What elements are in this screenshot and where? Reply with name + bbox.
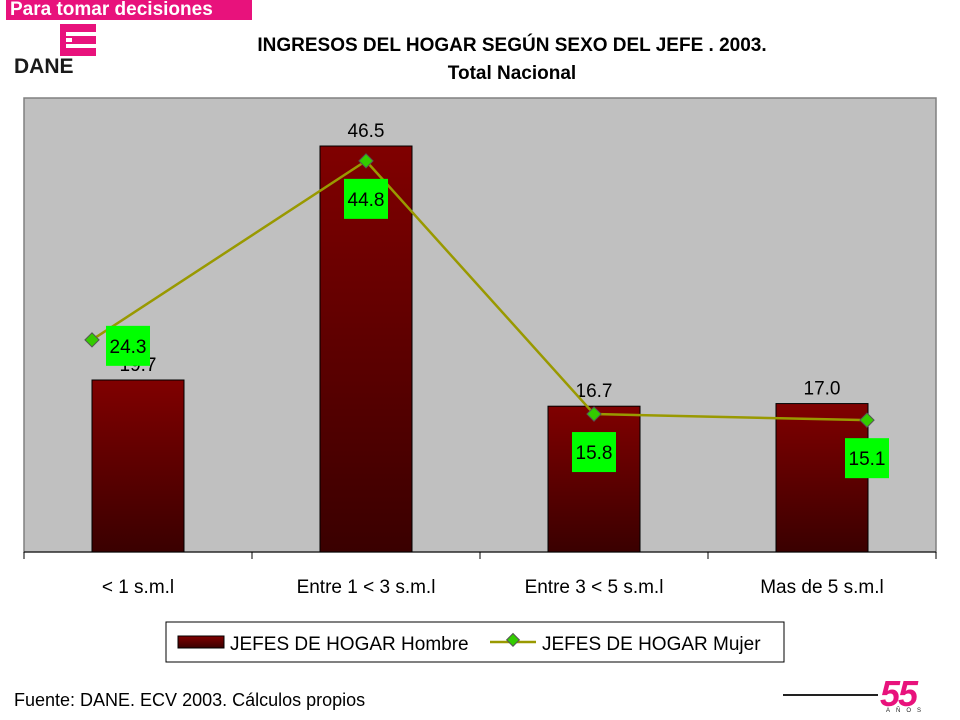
logo-text: DANE — [14, 55, 74, 78]
line-data-label: 15.8 — [576, 443, 613, 464]
bar-hombre — [91, 379, 185, 553]
line-label-bg — [845, 438, 889, 479]
line-label-bg — [344, 178, 388, 219]
source-note: Fuente: DANE. ECV 2003. Cálculos propios — [14, 690, 366, 710]
legend-swatch-mujer-marker — [505, 632, 521, 647]
line-label-bg — [572, 432, 616, 473]
bar-data-label: 17.0 — [804, 379, 841, 400]
line-data-label: 24.3 — [110, 337, 147, 358]
bar-data-label: 16.7 — [576, 381, 613, 402]
tagline-banner: Para tomar decisiones — [6, 0, 252, 20]
marker-mujer — [358, 153, 374, 169]
x-tick-label: Entre 3 < 5 s.m.l — [525, 577, 664, 598]
chart-title-line1: INGRESOS DEL HOGAR SEGÚN SEXO DEL JEFE .… — [257, 35, 767, 56]
x-tick-label: Mas de 5 s.m.l — [760, 577, 884, 598]
anniversary-label: AÑOS — [886, 708, 928, 714]
anniversary-number: 55 — [880, 673, 918, 714]
bar-data-label: 46.5 — [348, 121, 385, 142]
legend-box — [165, 621, 785, 663]
line-data-label: 15.1 — [849, 449, 886, 470]
legend: JEFES DE HOGAR Hombre JEFES DE HOGAR Muj… — [165, 621, 785, 663]
anniversary-rule — [783, 694, 878, 696]
line-mujer — [91, 159, 868, 422]
line-data-label: 44.8 — [348, 190, 385, 211]
line-label-bg — [106, 325, 150, 366]
marker-mujer — [859, 412, 875, 428]
marker-mujer — [586, 406, 602, 422]
x-tick-label: Entre 1 < 3 s.m.l — [297, 577, 436, 598]
dane-logo-icon — [60, 24, 96, 56]
bar-hombre — [547, 405, 641, 553]
legend-swatch-hombre — [177, 635, 225, 649]
x-tick-label: < 1 s.m.l — [102, 577, 174, 598]
legend-label-mujer: JEFES DE HOGAR Mujer — [542, 634, 761, 655]
chart-title-line2: Total Nacional — [447, 63, 577, 84]
legend-label-hombre: JEFES DE HOGAR Hombre — [230, 634, 469, 655]
chart-title: INGRESOS DEL HOGAR SEGÚN SEXO DEL JEFE .… — [0, 32, 960, 88]
marker-mujer — [84, 332, 100, 348]
